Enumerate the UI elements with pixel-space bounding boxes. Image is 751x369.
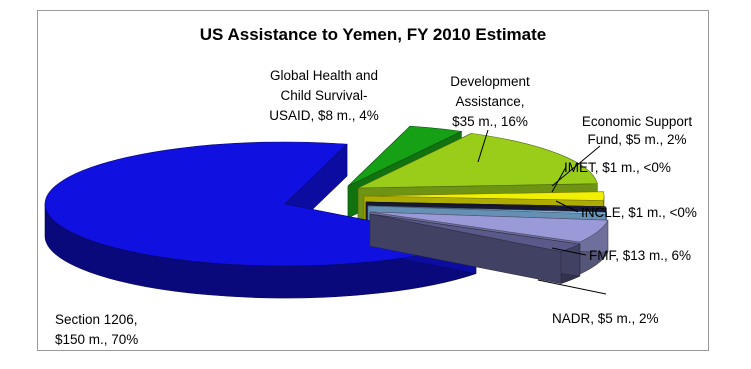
slice-label-0-line-2: USAID, $8 m., 4%	[269, 108, 379, 123]
pie-slice-top-1	[357, 133, 598, 189]
slice-label-6-line-0: NADR, $5 m., 2%	[552, 311, 659, 326]
slice-label-0-line-0: Global Health and	[270, 68, 378, 83]
leader-line-6	[537, 279, 607, 295]
leader-line-4	[555, 200, 579, 213]
leader-line-5	[551, 247, 587, 256]
pie-slice-6	[369, 213, 581, 284]
slice-label-2-line-1: Fund, $5 m., 2%	[587, 132, 686, 147]
slice-label-7-line-1: $150 m., 70%	[55, 332, 138, 347]
pie-slice-top-0	[347, 125, 463, 187]
pie-slices	[44, 125, 609, 299]
slice-label-2-line-0: Economic Support	[582, 114, 693, 129]
pie-slice-top-6	[369, 213, 581, 252]
chart-title: US Assistance to Yemen, FY 2010 Estimate	[200, 25, 546, 44]
pie-labels: Global Health and Child Survival- USAID, $…	[55, 68, 697, 347]
slice-label-7-line-0: Section 1206,	[55, 312, 138, 327]
leader-line-1	[477, 129, 489, 163]
slice-label-5-line-0: FMF, $13 m., 6%	[589, 248, 691, 263]
leader-line-2	[551, 145, 601, 187]
chart-frame	[37, 10, 709, 351]
slice-label-1-line-1: Assistance,	[455, 94, 524, 109]
slice-label-1-line-0: Development	[450, 74, 530, 89]
pie-slice-top-2	[363, 191, 605, 201]
slice-label-0-line-1: Child Survival-	[280, 88, 367, 103]
leader-line-3	[551, 166, 567, 193]
pie-slice-top-7	[44, 141, 478, 267]
pie-slice-top-4	[367, 205, 608, 215]
pie-slice-top-3	[365, 201, 606, 209]
slice-label-4-line-0: INCLE, $1 m., <0%	[581, 205, 697, 220]
pie-slice-top-5	[369, 211, 609, 243]
slice-label-3-line-0: IMET, $1 m., <0%	[564, 160, 671, 175]
slice-label-1-line-2: $35 m., 16%	[452, 114, 528, 129]
